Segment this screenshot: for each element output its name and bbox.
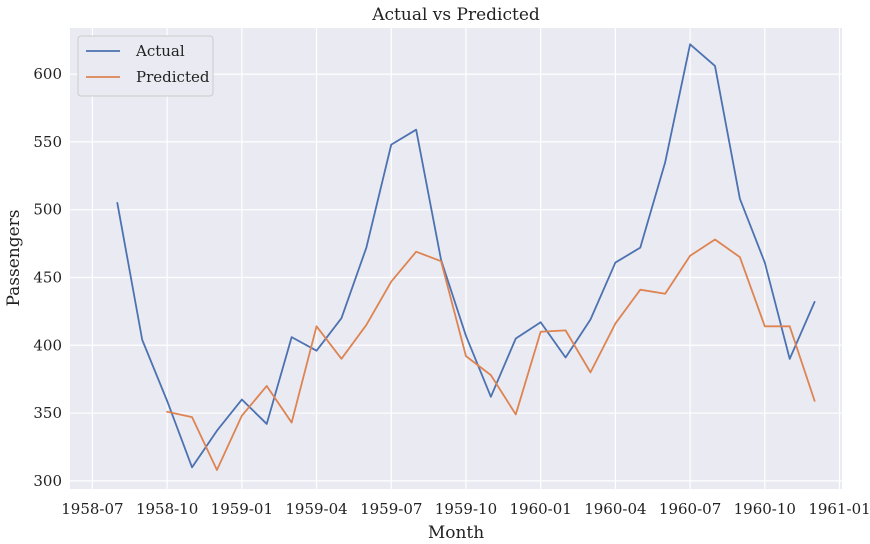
x-tick-label: 1960-10 — [734, 500, 796, 518]
x-tick-label: 1959-07 — [360, 500, 422, 518]
y-tick-label: 300 — [33, 472, 62, 490]
y-tick-label: 500 — [33, 201, 62, 219]
x-tick-label: 1960-04 — [584, 500, 646, 518]
x-gridlines — [91, 28, 841, 489]
y-tick-label: 400 — [33, 336, 62, 354]
series-line-predicted — [166, 238, 816, 471]
y-tick-labels: 300 350 400 450 500 550 600 — [33, 65, 62, 490]
x-tick-label: 1958-10 — [136, 500, 198, 518]
y-tick-label: 350 — [33, 404, 62, 422]
x-tick-label: 1961-01 — [808, 500, 870, 518]
y-gridlines — [70, 73, 842, 482]
x-tick-label: 1960-07 — [659, 500, 721, 518]
plot-area — [70, 28, 842, 489]
series-line-actual — [116, 43, 816, 469]
x-tick-label: 1958-07 — [61, 500, 123, 518]
y-tick-label: 550 — [33, 133, 62, 151]
x-tick-label: 1960-01 — [509, 500, 571, 518]
series-layer — [116, 43, 816, 471]
legend-label-predicted: Predicted — [136, 68, 210, 86]
x-axis-title: Month — [428, 523, 484, 543]
y-tick-label: 600 — [33, 65, 62, 83]
legend: Actual Predicted — [77, 35, 214, 97]
legend-label-actual: Actual — [135, 42, 185, 60]
x-tick-labels: 1958-07 1958-10 1959-01 1959-04 1959-07 1959-… — [61, 500, 870, 518]
y-axis-title: Passengers — [4, 209, 24, 306]
x-tick-label: 1959-10 — [435, 500, 497, 518]
chart-title: Actual vs Predicted — [371, 5, 540, 25]
x-tick-label: 1959-01 — [211, 500, 273, 518]
x-tick-label: 1959-04 — [285, 500, 347, 518]
y-tick-label: 450 — [33, 268, 62, 286]
